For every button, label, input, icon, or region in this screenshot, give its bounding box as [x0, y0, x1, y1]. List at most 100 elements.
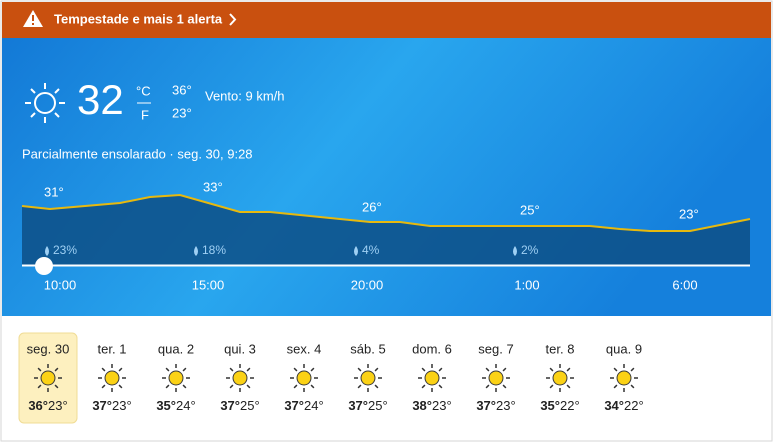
- day-item[interactable]: dom. 6 38°23°: [412, 341, 452, 413]
- sun-core: [40, 370, 56, 386]
- day-low: 25°: [240, 398, 260, 413]
- day-sun-icon: [418, 364, 446, 392]
- day-temps: 38°23°: [412, 398, 451, 413]
- day-item[interactable]: sex. 4 37°24°: [284, 341, 323, 413]
- day-high: 34°: [604, 398, 624, 413]
- day-high: 37°: [220, 398, 240, 413]
- sun-rays: [354, 364, 382, 392]
- hour-temperature: 33°: [203, 179, 223, 194]
- day-low: 25°: [368, 398, 388, 413]
- rain-drop-icon: [513, 246, 517, 256]
- day-name: qui. 3: [224, 341, 256, 356]
- day-sun-icon: [34, 364, 62, 392]
- day-low: 23°: [48, 398, 68, 413]
- day-high: 38°: [412, 398, 432, 413]
- day-temps: 37°24°: [284, 398, 323, 413]
- hour-time: 10:00: [44, 277, 77, 292]
- day-item[interactable]: ter. 1 37°23°: [92, 341, 131, 413]
- day-low: 24°: [176, 398, 196, 413]
- day-item[interactable]: qui. 3 37°25°: [220, 341, 259, 413]
- day-low: 23°: [112, 398, 132, 413]
- alert-chevron: [229, 13, 237, 26]
- day-high: 37°: [348, 398, 368, 413]
- precipitation: 23%: [53, 243, 77, 257]
- day-sun-icon: [610, 364, 638, 392]
- day-high: 37°: [476, 398, 496, 413]
- alert-bar[interactable]: Tempestade e mais 1 alerta: [2, 2, 771, 38]
- temperature-curve: [21, 193, 751, 232]
- rain-drop-icon: [354, 246, 358, 256]
- day-name: seg. 30: [27, 341, 70, 356]
- day-sun-icon: [354, 364, 382, 392]
- sun-rays: [98, 364, 126, 392]
- day-high: 36°: [28, 398, 48, 413]
- sun-core: [488, 370, 504, 386]
- sun-core: [552, 370, 568, 386]
- timeline-handle[interactable]: [35, 257, 53, 275]
- day-name: ter. 8: [546, 341, 575, 356]
- day-name: sáb. 5: [350, 341, 385, 356]
- unit-celsius[interactable]: °C: [136, 83, 151, 98]
- day-item[interactable]: ter. 8 35°22°: [540, 341, 579, 413]
- day-temps: 34°22°: [604, 398, 643, 413]
- precipitation: 2%: [521, 243, 539, 257]
- hour-time: 15:00: [192, 277, 225, 292]
- alert-text[interactable]: Tempestade e mais 1 alerta: [54, 11, 223, 26]
- alert-icon-mark: [32, 15, 34, 21]
- day-sun-icon: [226, 364, 254, 392]
- day-high: 37°: [284, 398, 304, 413]
- unit-fahrenheit[interactable]: F: [141, 107, 149, 122]
- hour-time: 20:00: [351, 277, 384, 292]
- day-name: qua. 2: [158, 341, 194, 356]
- rain-drop-icon: [194, 246, 198, 256]
- today-low: 23°: [172, 105, 192, 120]
- day-sun-icon: [98, 364, 126, 392]
- day-low: 22°: [560, 398, 580, 413]
- day-name: qua. 9: [606, 341, 642, 356]
- sun-core: [424, 370, 440, 386]
- wind: Vento: 9 km/h: [205, 88, 285, 103]
- day-item[interactable]: qua. 2 35°24°: [156, 341, 195, 413]
- sun-core: [616, 370, 632, 386]
- day-item[interactable]: seg. 30 36°23°: [18, 332, 78, 424]
- hour-time: 6:00: [672, 277, 697, 292]
- day-low: 22°: [624, 398, 644, 413]
- day-high: 37°: [92, 398, 112, 413]
- hour-temperature: 25°: [520, 202, 540, 217]
- day-temps: 37°23°: [92, 398, 131, 413]
- day-temps: 35°24°: [156, 398, 195, 413]
- day-sun-icon: [290, 364, 318, 392]
- day-high: 35°: [156, 398, 176, 413]
- sun-core: [168, 370, 184, 386]
- sun-rays: [226, 364, 254, 392]
- alert-icon-dot: [32, 23, 34, 25]
- day-item[interactable]: sáb. 5 37°25°: [348, 341, 387, 413]
- day-low: 23°: [432, 398, 452, 413]
- current-temperature: 32: [77, 76, 124, 123]
- sun-rays: [482, 364, 510, 392]
- day-item[interactable]: seg. 7 37°23°: [476, 341, 515, 413]
- current-panel: [2, 38, 771, 316]
- day-low: 23°: [496, 398, 516, 413]
- day-sun-icon: [162, 364, 190, 392]
- sun-rays: [34, 364, 62, 392]
- sun-rays: [290, 364, 318, 392]
- rain-drop-icon: [45, 246, 49, 256]
- alert-background: [2, 2, 771, 38]
- sun-core: [296, 370, 312, 386]
- day-sun-icon: [482, 364, 510, 392]
- sun-core: [104, 370, 120, 386]
- precipitation: 4%: [362, 243, 380, 257]
- precipitation: 18%: [202, 243, 226, 257]
- sun-core: [232, 370, 248, 386]
- day-item[interactable]: qua. 9 34°22°: [604, 341, 643, 413]
- day-low: 24°: [304, 398, 324, 413]
- day-high: 35°: [540, 398, 560, 413]
- today-high: 36°: [172, 82, 192, 97]
- day-temps: 36°23°: [28, 398, 67, 413]
- day-temps: 37°25°: [220, 398, 259, 413]
- hour-temperature: 26°: [362, 199, 382, 214]
- day-sun-icon: [546, 364, 574, 392]
